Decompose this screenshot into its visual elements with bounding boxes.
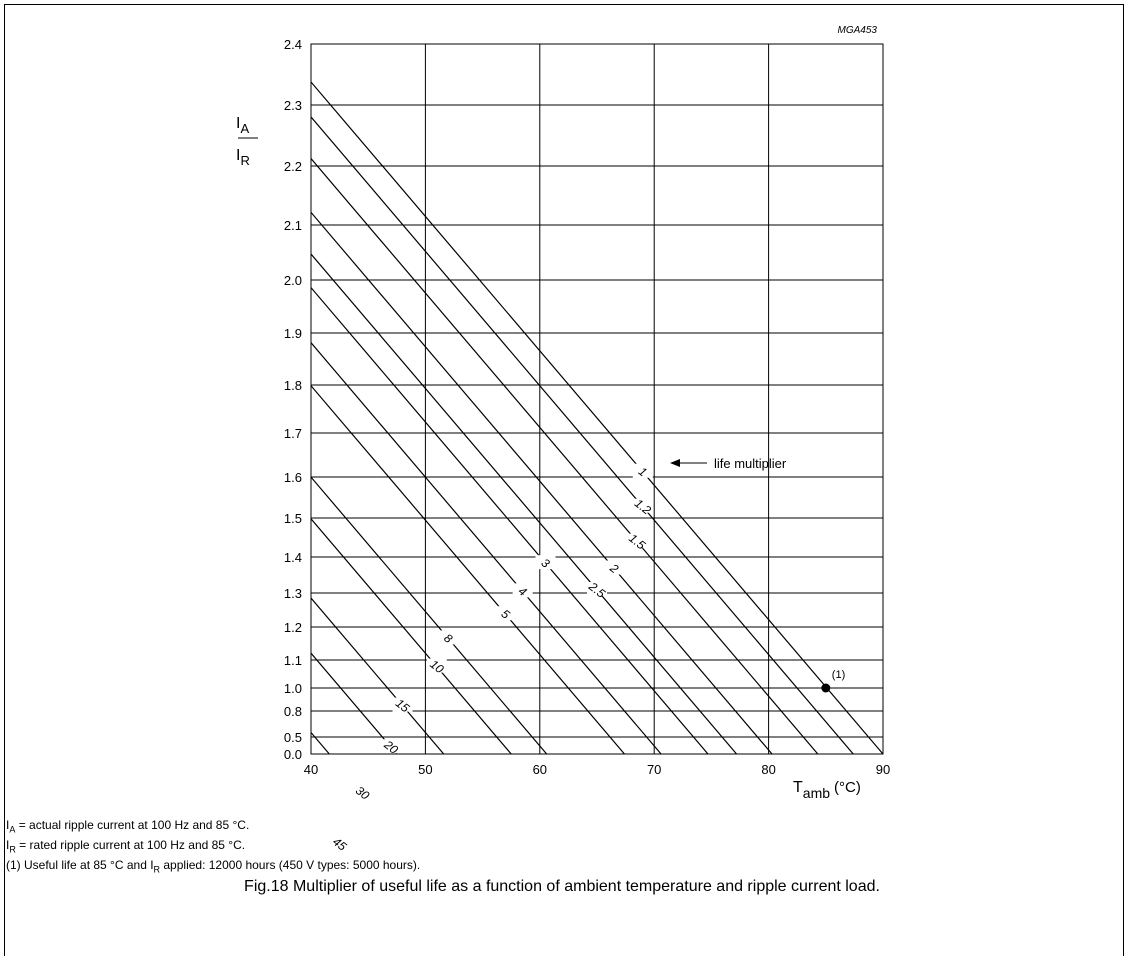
y-tick-label: 1.3 <box>284 586 302 601</box>
y-tick-label: 0.0 <box>284 747 302 762</box>
life-multiplier-arrow-head <box>670 459 680 467</box>
y-tick-label: 1.4 <box>284 550 302 565</box>
figure-code: MGA453 <box>838 25 878 36</box>
note-ir: IR = rated ripple current at 100 Hz and … <box>6 838 245 854</box>
x-tick-label: 70 <box>647 762 661 777</box>
series-line-20 <box>311 652 398 754</box>
series-line-2 <box>311 211 773 754</box>
y-tick-label: 2.2 <box>284 159 302 174</box>
series-line-1-2 <box>311 116 854 754</box>
note-1-text: applied: 12000 hours (450 V types: 5000 … <box>160 858 421 872</box>
series-line-4 <box>311 341 662 754</box>
note-ir-symbol: I <box>6 838 10 852</box>
chart-grid <box>310 43 884 755</box>
note-ir-sub: R <box>9 844 16 855</box>
note-1-sub: R <box>153 864 161 875</box>
series-line-1-5 <box>311 157 819 754</box>
series-label-bg <box>587 582 607 597</box>
series-label-bg <box>512 583 533 598</box>
chart-curves <box>0 44 883 754</box>
life-multiplier-label: life multiplier <box>714 456 787 471</box>
y-axis-label-denominator: IR <box>236 147 250 168</box>
x-axis-label: Tamb (°C) <box>793 779 861 801</box>
series-line-5 <box>311 384 625 754</box>
series-line-2-5 <box>311 253 738 754</box>
note-ia-sub: A <box>9 824 16 835</box>
series-label-bg <box>627 533 648 548</box>
series-line-60 <box>0 44 214 754</box>
series-line-15 <box>311 597 445 754</box>
note-ia: IA = actual ripple current at 100 Hz and… <box>6 818 249 834</box>
series-label-bg <box>329 836 350 851</box>
y-tick-label: 1.7 <box>284 426 302 441</box>
series-line-3 <box>311 286 709 754</box>
note-1: (1) Useful life at 85 °C and IR applied:… <box>6 858 420 874</box>
series-label-bg <box>604 560 625 575</box>
note-ia-text: = actual ripple current at 100 Hz and 85… <box>15 818 250 832</box>
y-tick-label: 2.0 <box>284 273 302 288</box>
series-label-bg <box>352 784 373 799</box>
marker-label: (1) <box>832 669 845 681</box>
y-tick-label: 0.8 <box>284 704 302 719</box>
chart-labels: 40 50 60 70 80 90 0.0 0.5 0.8 1.0 1.1 1.2 1.3 1.4 1.5 1… <box>284 37 890 854</box>
note-ir-text: = rated ripple current at 100 Hz and 85 … <box>15 838 246 852</box>
y-tick-label: 1.0 <box>284 681 302 696</box>
x-tick-label: 60 <box>533 762 547 777</box>
y-tick-label: 2.1 <box>284 218 302 233</box>
series-label-bg <box>632 498 653 513</box>
y-tick-label: 1.6 <box>284 470 302 485</box>
series-label-bg <box>392 697 413 712</box>
series-label-bg <box>381 739 402 754</box>
x-tick-label: 90 <box>876 762 890 777</box>
plot-area-frame <box>310 43 884 755</box>
series-label-bg <box>535 555 556 570</box>
note-ia-symbol: I <box>6 818 10 832</box>
series-line-10 <box>311 517 512 754</box>
marker-point <box>821 683 831 693</box>
x-tick-label: 80 <box>761 762 775 777</box>
series-label-bg <box>495 606 516 621</box>
y-tick-label: 2.3 <box>284 98 302 113</box>
y-tick-label: 1.5 <box>284 511 302 526</box>
series-label-bg <box>438 630 459 645</box>
x-tick-label: 40 <box>304 762 318 777</box>
y-tick-label: 1.8 <box>284 378 302 393</box>
y-tick-label: 0.5 <box>284 730 302 745</box>
series-line-30 <box>311 731 330 754</box>
series-lines <box>0 44 883 754</box>
y-tick-label: 1.1 <box>284 653 302 668</box>
series-label-bg <box>426 658 447 673</box>
x-tick-label: 50 <box>418 762 432 777</box>
y-tick-label: 1.9 <box>284 326 302 341</box>
series-line-8 <box>311 476 548 754</box>
y-tick-label: 1.2 <box>284 620 302 635</box>
series-line-1 <box>311 81 883 754</box>
y-axis-label-numerator: IA <box>236 115 249 136</box>
note-1-prefix: (1) Useful life at 85 °C and I <box>6 858 154 872</box>
y-tick-label: 2.4 <box>284 37 302 52</box>
series-line-45 <box>0 44 263 754</box>
figure-caption: Fig.18 Multiplier of useful life as a fu… <box>244 878 880 895</box>
series-label-bg <box>632 463 653 478</box>
life-multiplier-chart: 40 50 60 70 80 90 0.0 0.5 0.8 1.0 1.1 1.2 1.3 1.4 1.5 1… <box>0 25 890 854</box>
